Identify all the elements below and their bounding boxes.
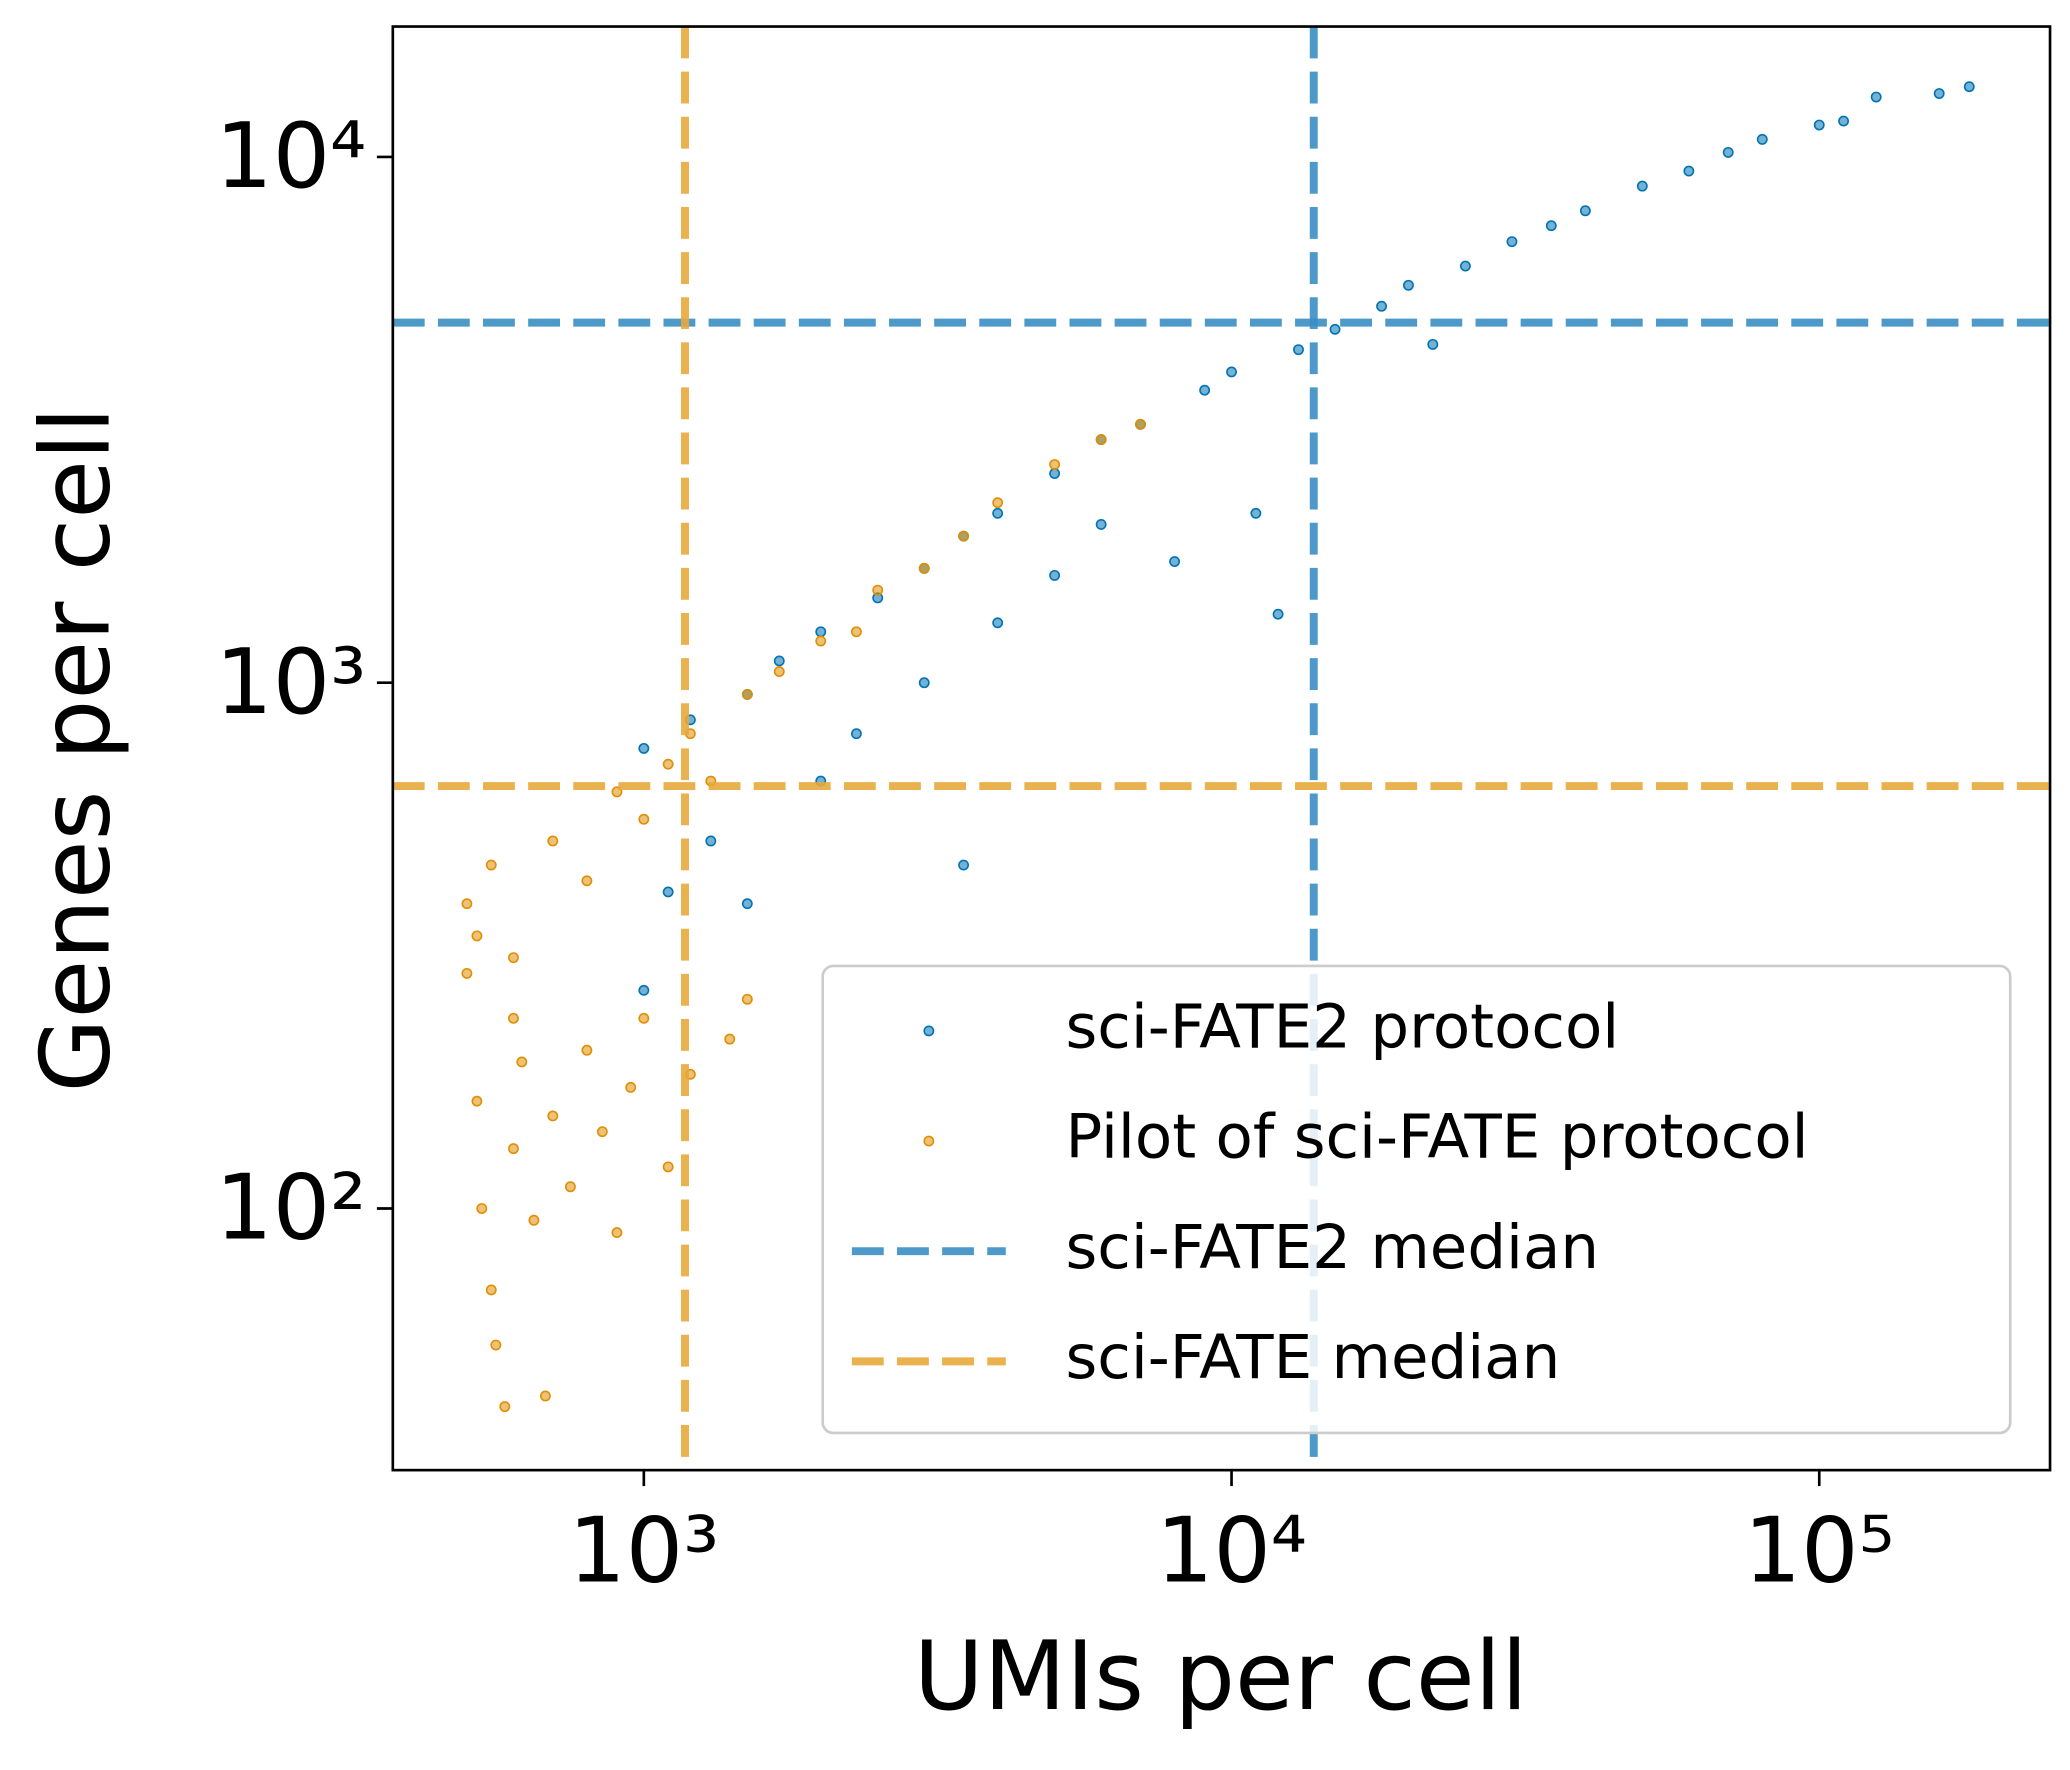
- point: [1329, 323, 1341, 335]
- point: [564, 1181, 576, 1193]
- point: [499, 1401, 511, 1413]
- point: [1506, 236, 1518, 248]
- legend-label: sci-FATE2 protocol: [1066, 992, 1620, 1063]
- point: [611, 1227, 623, 1239]
- point: [1545, 220, 1557, 232]
- point: [918, 677, 930, 689]
- point: [1169, 556, 1181, 567]
- point: [508, 952, 519, 964]
- point: [1838, 115, 1850, 127]
- point: [476, 1203, 488, 1214]
- point: [741, 993, 753, 1005]
- point: [741, 898, 753, 910]
- y-tick-label: 10²: [215, 1156, 366, 1261]
- point: [958, 530, 970, 542]
- point: [1636, 180, 1648, 192]
- point: [850, 626, 862, 638]
- point: [1722, 146, 1734, 158]
- point: [547, 1110, 559, 1122]
- point: [705, 835, 717, 847]
- point: [1135, 418, 1146, 430]
- legend: sci-FATE2 protocol Pilot of sci-FATE prot…: [821, 964, 2012, 1435]
- point: [850, 728, 862, 740]
- point: [1049, 569, 1061, 581]
- point: [815, 626, 827, 638]
- point: [1403, 279, 1414, 291]
- point: [638, 742, 650, 754]
- x-axis-label: UMIs per cell: [914, 1620, 1528, 1732]
- legend-marker: [923, 1025, 935, 1037]
- point: [1199, 384, 1211, 396]
- point: [581, 875, 593, 887]
- point: [1293, 344, 1304, 356]
- x-tick-label: 10³: [568, 1498, 719, 1603]
- point: [485, 1284, 497, 1296]
- point: [662, 886, 674, 898]
- point: [1427, 338, 1439, 350]
- point: [1963, 81, 1975, 93]
- y-tick-label: 10⁴: [215, 104, 366, 209]
- point: [1683, 165, 1695, 177]
- point: [461, 898, 473, 910]
- plot-frame: [391, 25, 2052, 1472]
- point: [1095, 434, 1107, 446]
- point: [1756, 133, 1768, 145]
- point: [547, 835, 559, 847]
- point: [485, 859, 497, 871]
- point: [471, 930, 483, 942]
- point: [528, 1214, 540, 1226]
- point: [918, 562, 930, 574]
- point: [1579, 205, 1591, 217]
- point: [596, 1126, 608, 1138]
- legend-label: Pilot of sci-FATE protocol: [1066, 1102, 1809, 1173]
- point: [662, 1161, 674, 1173]
- legend-label: sci-FATE median: [1066, 1322, 1561, 1393]
- point: [773, 666, 785, 678]
- point: [992, 507, 1004, 519]
- point: [1272, 608, 1284, 620]
- legend-label: sci-FATE2 median: [1066, 1212, 1600, 1283]
- y-tick-label: 10³: [215, 630, 366, 735]
- point: [1049, 468, 1061, 479]
- point: [1049, 459, 1061, 470]
- point: [872, 584, 884, 596]
- point: [1813, 119, 1825, 131]
- x-tick-label: 10⁴: [1156, 1498, 1307, 1603]
- plot-area: [392, 26, 2051, 1471]
- point: [1376, 300, 1388, 312]
- point: [992, 617, 1004, 629]
- point: [638, 813, 650, 825]
- point: [490, 1339, 502, 1351]
- x-tick-label: 10⁵: [1744, 1498, 1895, 1603]
- y-axis-label: Genes per cell: [20, 407, 132, 1093]
- point: [516, 1056, 528, 1068]
- point: [539, 1390, 551, 1402]
- point: [625, 1081, 637, 1093]
- point: [1250, 507, 1262, 519]
- point: [638, 1012, 650, 1024]
- point: [662, 758, 674, 770]
- point: [1870, 91, 1882, 103]
- point: [815, 635, 827, 647]
- point: [958, 859, 970, 871]
- point: [1226, 366, 1237, 378]
- point: [992, 497, 1004, 509]
- point: [1095, 518, 1107, 530]
- point: [773, 655, 785, 667]
- legend-marker: [923, 1135, 935, 1147]
- point: [638, 984, 650, 996]
- legend-box: [821, 964, 2012, 1435]
- point: [741, 688, 753, 700]
- point: [508, 1012, 519, 1024]
- point: [724, 1033, 736, 1045]
- point: [1933, 88, 1945, 99]
- point: [508, 1143, 519, 1155]
- point: [471, 1095, 483, 1107]
- point: [581, 1044, 593, 1056]
- point: [461, 967, 473, 979]
- point: [1459, 260, 1471, 272]
